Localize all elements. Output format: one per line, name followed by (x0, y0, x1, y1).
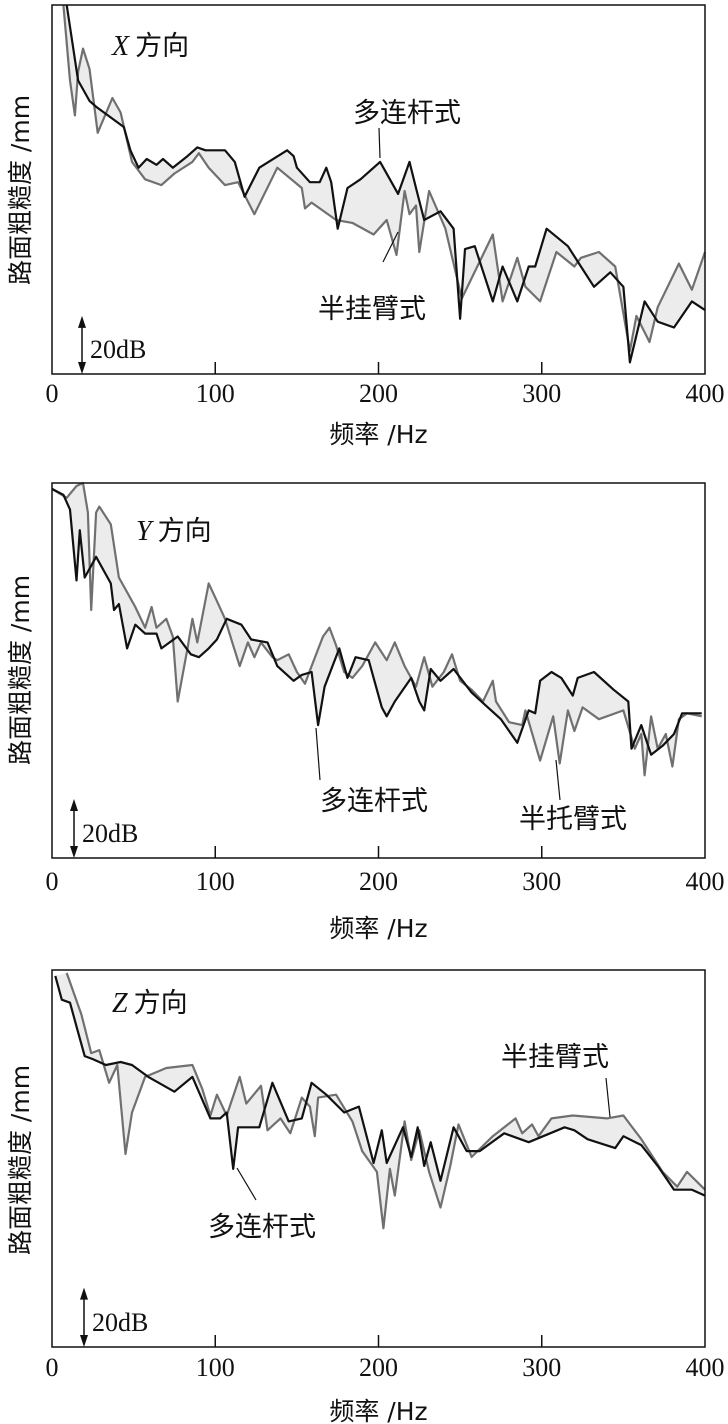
series-annotation: 半挂臂式 (501, 1042, 609, 1073)
series-annotation: 半挂臂式 (318, 294, 426, 325)
series-line-multilink (54, 975, 706, 1197)
x-tick-label: 100 (196, 867, 235, 896)
y-axis-label: 路面粗糙度 /mm (6, 95, 35, 285)
series-annotation: 半托臂式 (519, 804, 627, 835)
scale-bar-arrow-icon (80, 1287, 88, 1347)
annotation-leader-line (378, 127, 381, 159)
scale-bar-arrow-icon (78, 315, 86, 374)
panel-direction-label: Y 方向 (136, 516, 212, 547)
series-line-semi-trailing-arm (51, 481, 702, 777)
x-tick-label: 0 (46, 867, 59, 896)
x-axis-label: 频率 /Hz (329, 914, 427, 943)
series-annotation: 多连杆式 (320, 786, 428, 817)
x-tick-label: 300 (522, 379, 561, 408)
scale-bar-arrow-icon (70, 798, 78, 858)
x-tick-label: 0 (46, 379, 59, 408)
series-annotation: 多连杆式 (208, 1212, 316, 1243)
y-axis-label: 路面粗糙度 /mm (6, 1065, 35, 1255)
series-line-semi-trailing-arm (65, 972, 706, 1230)
panel-x: 0 100 200 300 400 频率 /Hz 路面粗糙度 /mm X 方向 20dB 多连杆式半… (6, 4, 725, 449)
x-tick-label: 400 (686, 1353, 725, 1382)
direction-letter: Z (112, 988, 128, 1019)
x-tick-label: 100 (196, 379, 235, 408)
annotation-leader-line (236, 1167, 257, 1201)
annotation-leader-line (315, 727, 321, 781)
fill-between-series (52, 483, 702, 776)
x-tick-label: 100 (196, 1353, 235, 1382)
annotation-leader-line (555, 759, 561, 801)
x-tick-label: 200 (359, 1353, 398, 1382)
panel-y: 0 100 200 300 400 频率 /Hz 路面粗糙度 /mm Y 方向 20dB 多连杆式半… (6, 481, 725, 943)
series-line-multilink (51, 487, 702, 756)
scale-bar-label: 20dB (90, 335, 146, 364)
annotation-leader-line (382, 231, 399, 263)
annotation-leader-line (605, 1077, 611, 1118)
x-tick-label: 400 (686, 867, 725, 896)
x-tick-label: 200 (359, 867, 398, 896)
x-axis-label: 频率 /Hz (329, 1397, 427, 1424)
x-tick-label: 300 (522, 867, 561, 896)
x-tick-label: 300 (522, 1353, 561, 1382)
direction-text: 方向 (134, 988, 188, 1019)
y-axis-label: 路面粗糙度 /mm (6, 575, 35, 765)
panel-direction-label: Z 方向 (112, 988, 188, 1019)
fill-between-series (63, 5, 706, 363)
x-tick-label: 200 (359, 379, 398, 408)
series-annotation: 多连杆式 (353, 98, 461, 129)
panel-z: 0 100 200 300 400 频率 /Hz 路面粗糙度 /mm Z 方向 20dB 多连杆式 半… (6, 969, 725, 1424)
scale-bar-label: 20dB (92, 1308, 148, 1337)
direction-text: 方向 (135, 31, 189, 62)
x-tick-label: 0 (46, 1353, 59, 1382)
x-tick-label: 400 (686, 379, 725, 408)
series-line-multilink (65, 4, 706, 364)
fill-between-series (55, 972, 705, 1229)
scale-bar-label: 20dB (82, 819, 138, 848)
direction-text: 方向 (158, 516, 212, 547)
x-axis-label: 频率 /Hz (329, 420, 427, 449)
direction-letter: X (111, 31, 130, 62)
direction-letter: Y (136, 516, 155, 547)
panel-direction-label: X 方向 (111, 31, 189, 62)
